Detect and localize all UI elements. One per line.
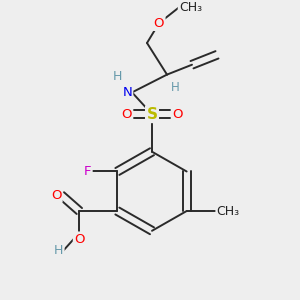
Text: O: O (51, 189, 62, 202)
Text: O: O (154, 17, 164, 30)
Text: H: H (54, 244, 63, 257)
Text: N: N (122, 86, 132, 99)
Text: F: F (84, 165, 92, 178)
Text: CH₃: CH₃ (179, 1, 202, 14)
Text: O: O (74, 233, 85, 246)
Text: O: O (122, 108, 132, 121)
Text: H: H (171, 80, 180, 94)
Text: CH₃: CH₃ (217, 205, 240, 218)
Text: O: O (172, 108, 182, 121)
Text: H: H (112, 70, 122, 83)
Text: S: S (146, 106, 158, 122)
